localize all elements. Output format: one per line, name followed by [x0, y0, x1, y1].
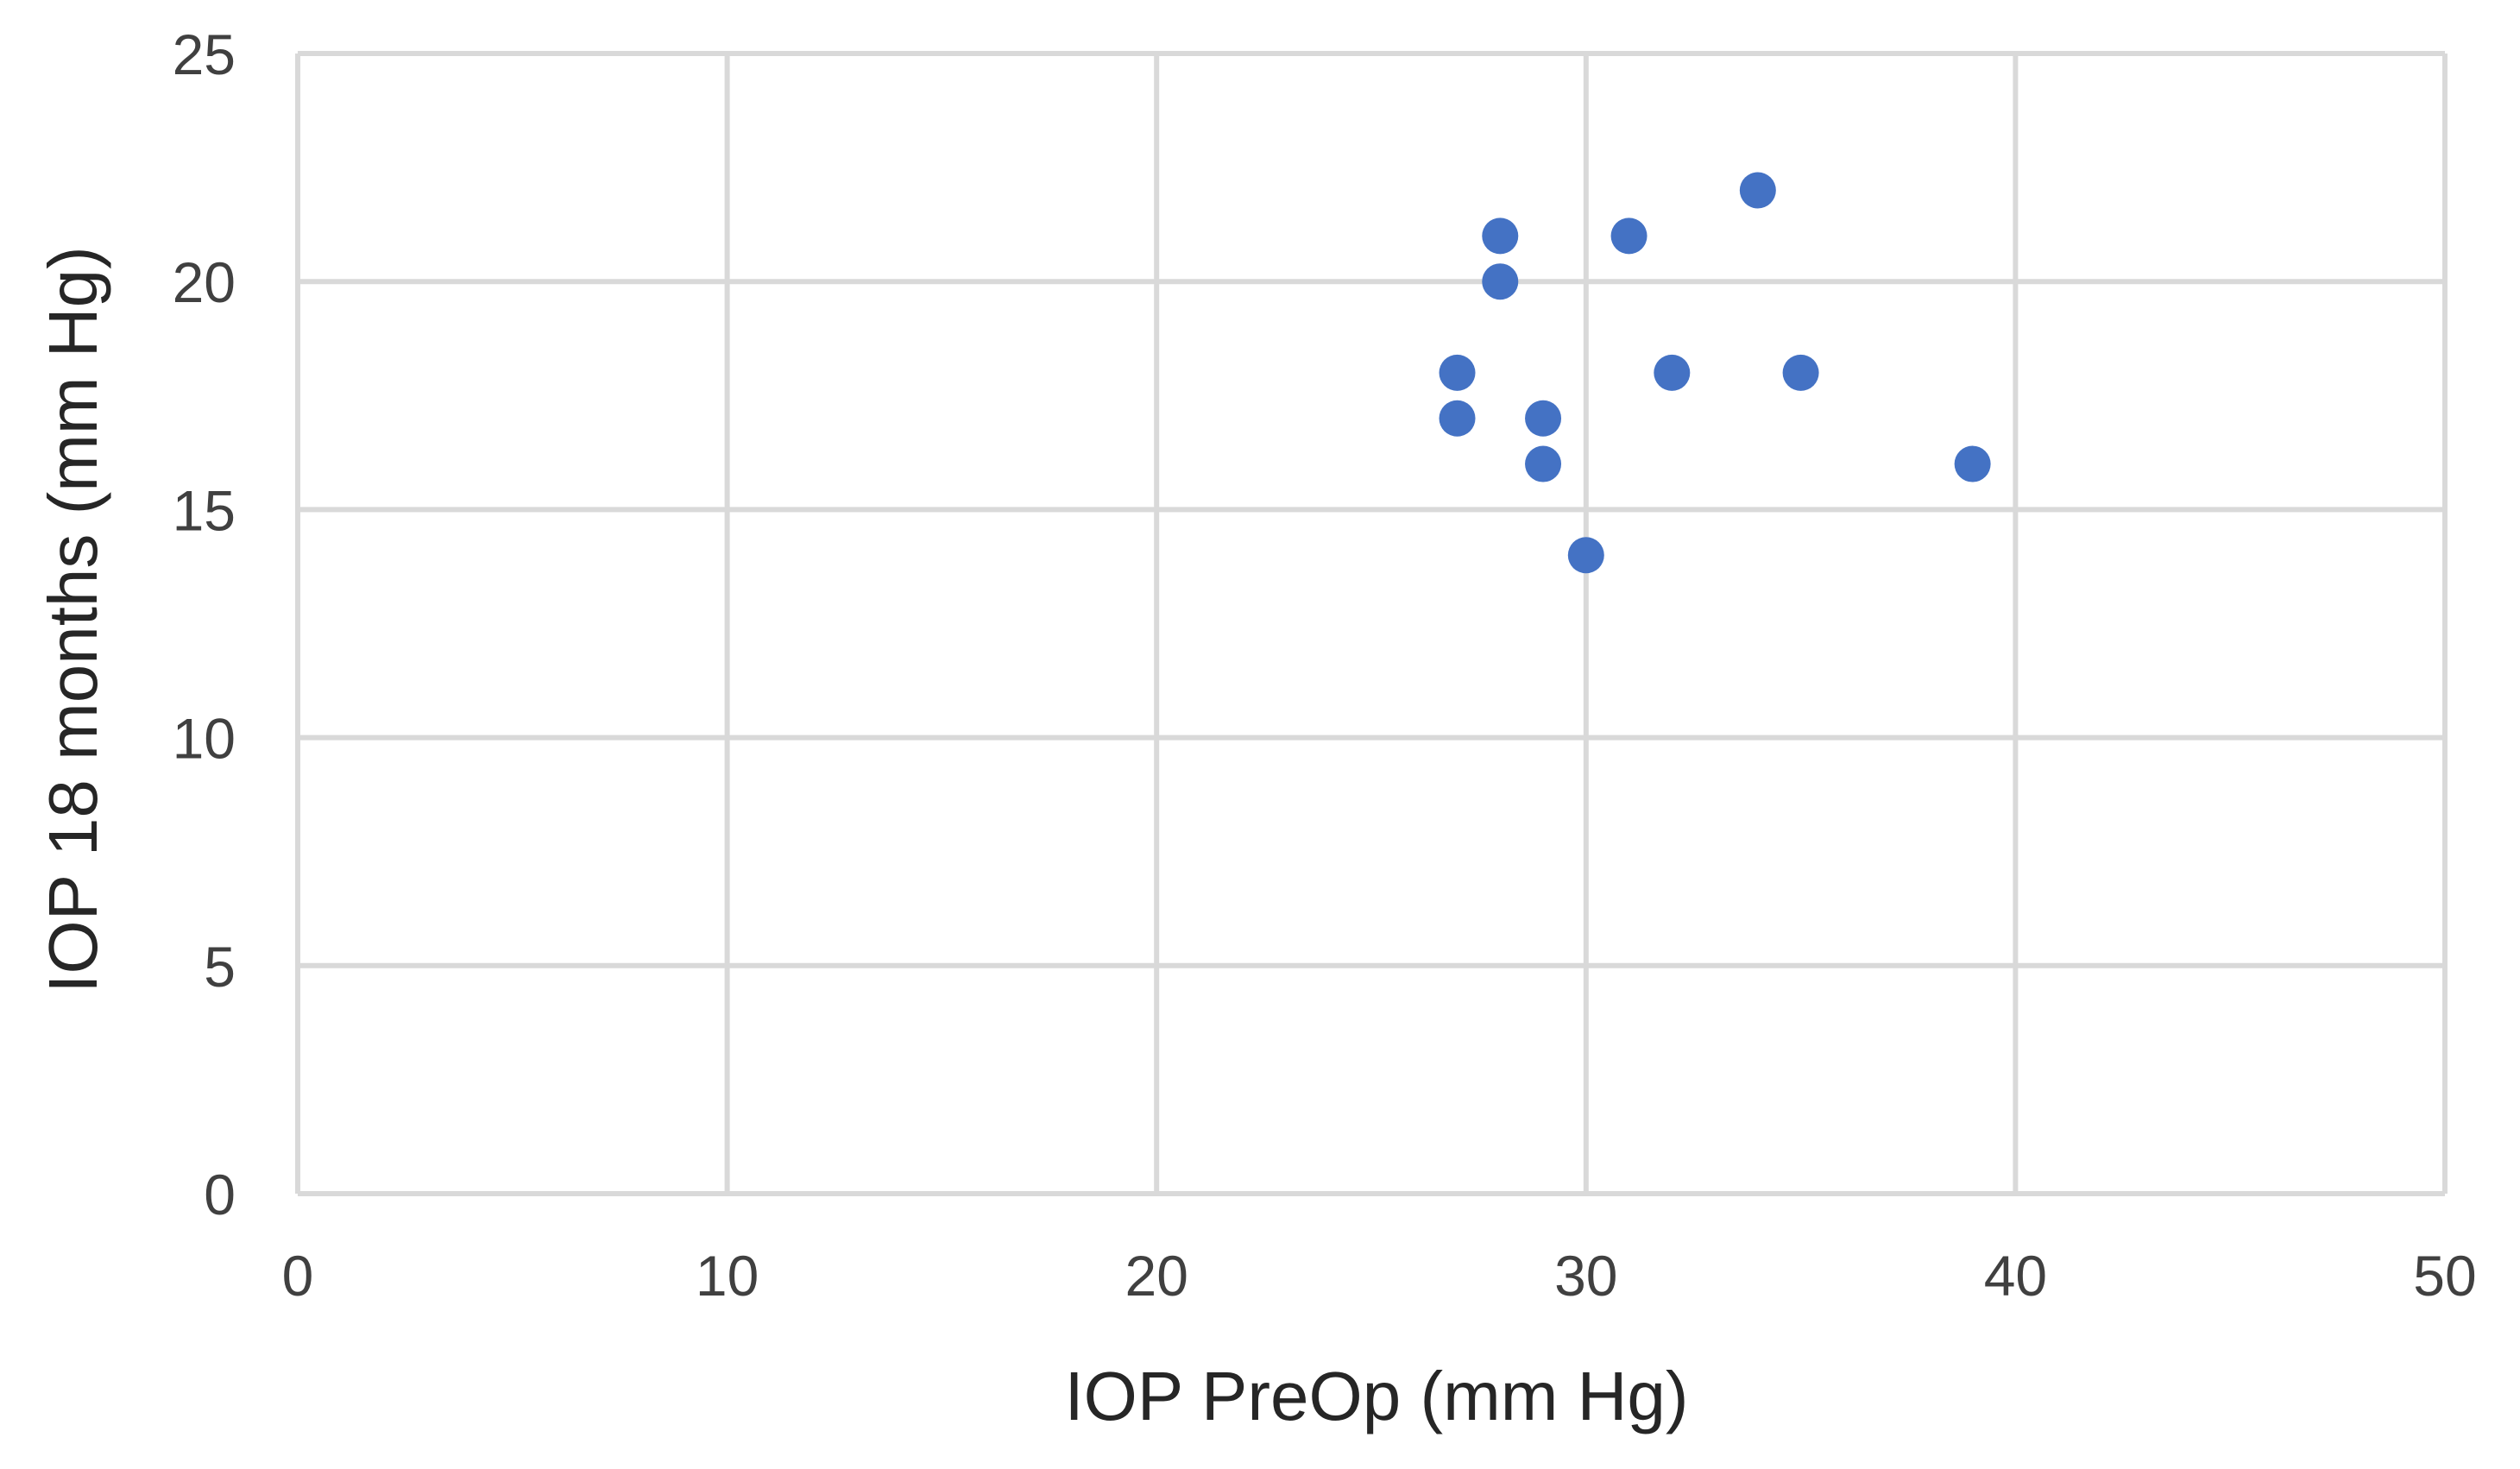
- data-point: [1525, 400, 1562, 437]
- data-point: [1739, 172, 1776, 209]
- data-point: [1439, 400, 1476, 437]
- x-tick-label: 40: [1984, 1244, 2047, 1308]
- x-tick-label: 10: [696, 1244, 759, 1308]
- y-tick-label: 20: [173, 250, 236, 314]
- data-point: [1482, 218, 1519, 255]
- data-point: [1610, 218, 1647, 255]
- y-tick-label: 10: [173, 707, 236, 771]
- y-axis-ticks: 0 5 10 15 20 25: [173, 22, 236, 1226]
- x-axis-title: IOP PreOp (mm Hg): [1064, 1358, 1688, 1434]
- y-axis-title: IOP 18 months (mm Hg): [35, 246, 111, 993]
- data-point: [1954, 445, 1991, 482]
- data-point: [1782, 354, 1819, 391]
- y-tick-label: 0: [204, 1163, 236, 1226]
- x-tick-label: 0: [282, 1244, 314, 1308]
- chart-grid: [295, 51, 2448, 1196]
- y-tick-label: 25: [173, 22, 236, 86]
- x-tick-label: 20: [1125, 1244, 1188, 1308]
- x-tick-label: 50: [2413, 1244, 2476, 1308]
- data-point: [1567, 537, 1604, 574]
- y-tick-label: 5: [204, 935, 236, 999]
- data-point: [1525, 445, 1562, 482]
- y-tick-label: 15: [173, 478, 236, 542]
- data-point: [1439, 354, 1476, 391]
- x-tick-label: 30: [1554, 1244, 1617, 1308]
- data-point: [1482, 263, 1519, 300]
- data-points: [1439, 172, 1991, 574]
- x-axis-ticks: 0 10 20 30 40 50: [282, 1244, 2477, 1308]
- data-point: [1654, 354, 1691, 391]
